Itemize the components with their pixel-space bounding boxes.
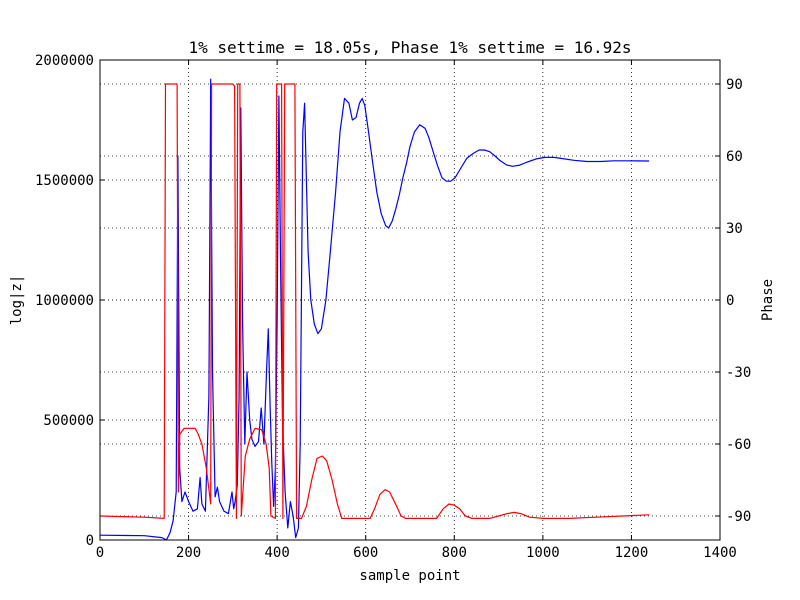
x-axis: 0 200 400 600 800 1000 1200 1400 [96, 60, 737, 561]
x-tick-label: 600 [353, 545, 378, 561]
x-tick-label: 0 [96, 545, 104, 561]
x-tick-label: 1000 [526, 545, 560, 561]
y-tick-label: 1000000 [35, 293, 94, 309]
y-tick-label: 0 [86, 533, 94, 549]
y2-tick-label: 30 [726, 221, 743, 237]
y2-tick-label: 60 [726, 149, 743, 165]
y-axis-left: 0 500000 1000000 1500000 2000000 [35, 53, 105, 549]
x-tick-label: 200 [176, 545, 201, 561]
y2-tick-label: -60 [726, 437, 751, 453]
x-axis-label: sample point [359, 568, 460, 584]
y-tick-label: 2000000 [35, 53, 94, 69]
magnitude-series-line [100, 78, 650, 540]
phase-series-line [100, 83, 650, 519]
y2-tick-label: 90 [726, 77, 743, 93]
y-tick-label: 1500000 [35, 173, 94, 189]
y-tick-label: 500000 [43, 413, 94, 429]
chart-title: 1% settime = 18.05s, Phase 1% settime = … [188, 38, 631, 57]
y-axis-label: log|z| [9, 275, 25, 326]
y2-axis-label: Phase [760, 279, 776, 321]
x-tick-label: 400 [264, 545, 289, 561]
x-tick-label: 1400 [703, 545, 737, 561]
series-layer [100, 78, 650, 540]
y2-tick-label: -90 [726, 509, 751, 525]
y2-tick-label: -30 [726, 365, 751, 381]
y2-tick-label: 0 [726, 293, 734, 309]
y-axis-right: -90 -60 -30 0 30 60 90 [715, 77, 751, 525]
x-tick-label: 1200 [615, 545, 649, 561]
x-tick-label: 800 [442, 545, 467, 561]
